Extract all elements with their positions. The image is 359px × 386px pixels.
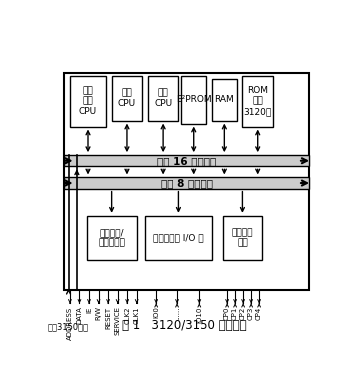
Text: ......: ...... [174,306,180,320]
Text: ADDRESS: ADDRESS [67,306,73,340]
Text: DATA: DATA [76,306,83,324]
Text: CLK2: CLK2 [124,306,130,324]
Text: 多功能应用 I/O 口: 多功能应用 I/O 口 [153,234,204,242]
Text: CLK1: CLK1 [134,306,140,324]
Text: 图 1   3120/3150 内部框图: 图 1 3120/3150 内部框图 [122,319,246,332]
Bar [70,76,106,127]
Text: SERVICE: SERVICE [115,306,121,335]
Text: IE: IE [86,306,92,313]
Text: ROM
（仃
3120）: ROM （仃 3120） [244,86,272,116]
Bar [223,216,262,260]
Text: 片内 16 位地址线: 片内 16 位地址线 [157,156,216,166]
Bar [181,76,206,124]
Text: （仃3150有）: （仃3150有） [48,323,89,332]
Bar [64,178,309,189]
Text: IO10: IO10 [196,306,202,323]
Text: CP1: CP1 [232,306,238,320]
Bar [148,76,178,120]
Text: CP2: CP2 [240,306,246,320]
Text: 网络通讯
端口: 网络通讯 端口 [232,229,253,248]
Bar [242,76,273,127]
Bar [212,79,237,120]
Bar [112,76,142,120]
Bar [87,216,137,260]
Text: CP3: CP3 [248,306,254,320]
Text: CP0: CP0 [224,306,230,320]
Bar [64,73,309,290]
Text: 介质
访问
CPU: 介质 访问 CPU [79,86,97,116]
Bar [64,155,309,166]
Text: 应用
CPU: 应用 CPU [154,89,172,108]
Bar [145,216,212,260]
Text: CP4: CP4 [256,306,262,320]
Text: 网络
CPU: 网络 CPU [118,89,136,108]
Text: RAM: RAM [214,95,234,104]
Text: R/W: R/W [95,306,102,320]
Text: 时钟定时/
计数器控制: 时钟定时/ 计数器控制 [98,229,125,248]
Text: E²PROM: E²PROM [176,95,211,104]
Text: 片内 8 位数据线: 片内 8 位数据线 [161,178,213,188]
Text: RESET: RESET [105,306,111,328]
Text: IO0: IO0 [153,306,159,318]
